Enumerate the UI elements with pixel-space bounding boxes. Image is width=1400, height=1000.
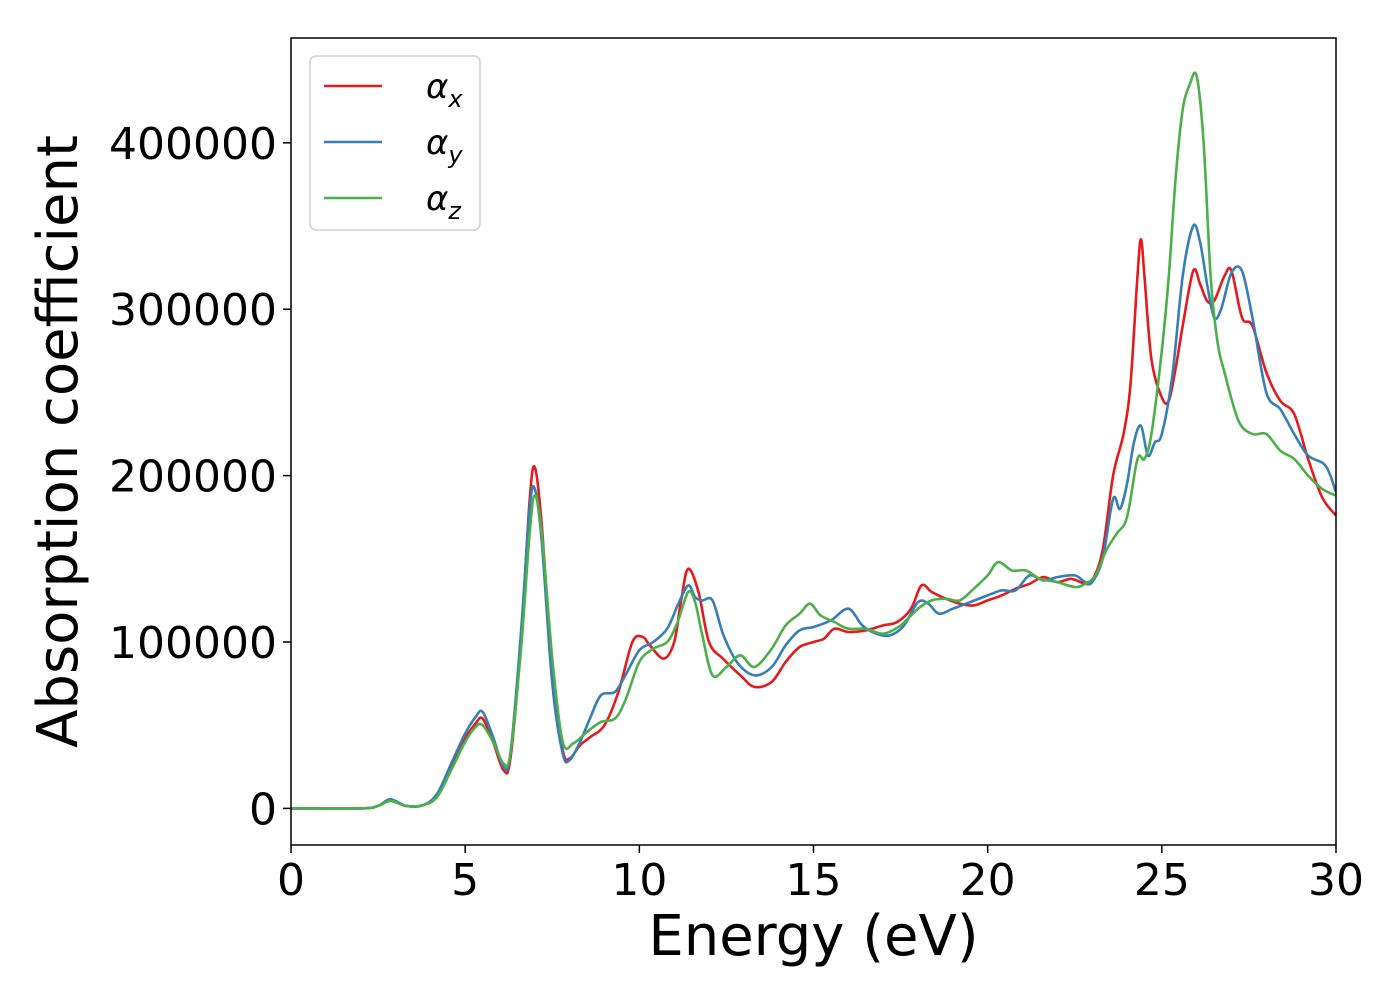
series-line-y xyxy=(291,223,1336,810)
x-tick-label: 10 xyxy=(611,855,667,906)
y-tick-label: 300000 xyxy=(109,285,277,336)
x-tick-label: 0 xyxy=(277,855,305,906)
x-tick-label: 15 xyxy=(786,855,842,906)
x-axis-ticks: 0 5 10 15 20 25 30 xyxy=(277,845,1364,906)
y-axis-ticks: 0 100000 200000 300000 400000 xyxy=(109,119,291,835)
legend-label-subscript: x xyxy=(447,85,463,113)
y-tick-label: 100000 xyxy=(109,618,277,669)
legend-label-main: α xyxy=(426,123,448,163)
legend-label-subscript: y xyxy=(447,141,463,169)
y-axis-title: Absorption coefficient xyxy=(26,135,91,748)
x-tick-label: 5 xyxy=(451,855,479,906)
legend-label-z: αz xyxy=(426,179,462,225)
legend-label-main: α xyxy=(426,67,448,107)
legend-label-subscript: z xyxy=(447,197,462,225)
legend-box xyxy=(309,55,481,231)
legend-label-main: α xyxy=(426,179,448,219)
series-line-x xyxy=(291,238,1336,810)
legend-label-y: αy xyxy=(426,123,463,169)
x-axis-title: Energy (eV) xyxy=(648,904,978,969)
y-tick-label: 400000 xyxy=(109,119,277,170)
x-tick-label: 25 xyxy=(1134,855,1190,906)
series-layer xyxy=(291,71,1336,810)
series-line-z xyxy=(291,71,1336,810)
y-tick-label: 0 xyxy=(249,784,277,835)
x-tick-label: 20 xyxy=(960,855,1016,906)
y-tick-label: 200000 xyxy=(109,452,277,503)
legend-label-x: αx xyxy=(426,67,463,113)
x-tick-label: 30 xyxy=(1308,855,1364,906)
